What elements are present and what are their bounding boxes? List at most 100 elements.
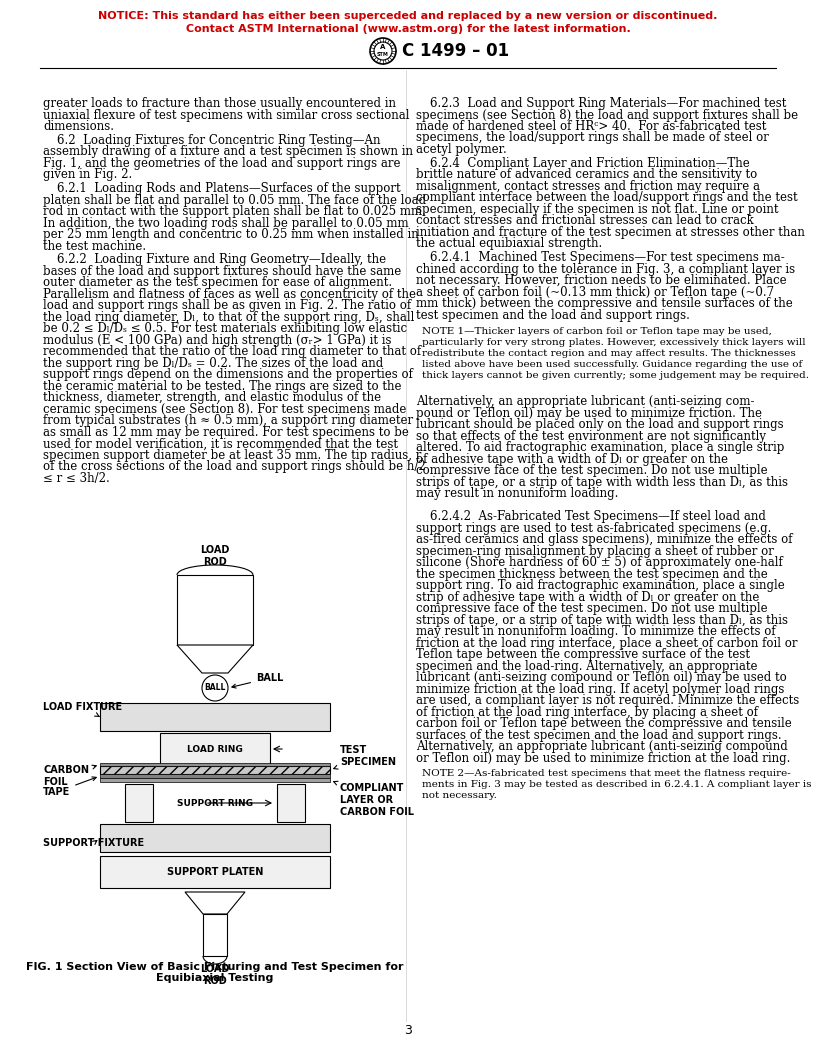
Text: 6.2.3  ​Load and Support Ring Materials—For machined test: 6.2.3 ​Load and Support Ring Materials—F… — [430, 97, 787, 110]
Text: friction at the load ring interface, place a sheet of carbon foil or: friction at the load ring interface, pla… — [416, 637, 797, 649]
Text: NOTICE: This standard has either been superceded and replaced by a new version o: NOTICE: This standard has either been su… — [98, 11, 718, 21]
Text: SUPPORT RING: SUPPORT RING — [177, 798, 253, 808]
Text: the ceramic material to be tested. The rings are sized to the: the ceramic material to be tested. The r… — [43, 380, 401, 393]
Text: CARBON
FOIL: CARBON FOIL — [43, 765, 96, 787]
Text: minimize friction at the load ring. If acetyl polymer load rings: minimize friction at the load ring. If a… — [416, 683, 784, 696]
Text: the specimen thickness between the test specimen and the: the specimen thickness between the test … — [416, 568, 768, 581]
Text: specimens (see Section 8) the load and support fixtures shall be: specimens (see Section 8) the load and s… — [416, 109, 798, 121]
Text: given in Fig. 2.: given in Fig. 2. — [43, 168, 132, 182]
Text: specimen and the load-ring. Alternatively, an appropriate: specimen and the load-ring. Alternativel… — [416, 660, 757, 673]
Text: used for model verification, it is recommended that the test: used for model verification, it is recom… — [43, 437, 398, 451]
Text: Contact ASTM International (www.astm.org) for the latest information.: Contact ASTM International (www.astm.org… — [185, 24, 631, 34]
Bar — [160, 733, 270, 765]
Text: C 1499 – 01: C 1499 – 01 — [402, 42, 509, 60]
Text: 6.2.4  ​Compliant Layer and Friction Elimination—The: 6.2.4 ​Compliant Layer and Friction Elim… — [430, 156, 750, 170]
Text: contact stresses and frictional stresses can lead to crack: contact stresses and frictional stresses… — [416, 214, 754, 227]
Text: TEST
SPECIMEN: TEST SPECIMEN — [334, 744, 396, 769]
Text: specimen-ring misalignment by placing a sheet of rubber or: specimen-ring misalignment by placing a … — [416, 545, 774, 558]
Text: Alternatively, an appropriate lubricant (anti-seizing com-: Alternatively, an appropriate lubricant … — [416, 395, 755, 409]
Text: altered. To aid fractographic examination, place a single strip: altered. To aid fractographic examinatio… — [416, 441, 784, 454]
Text: 3: 3 — [404, 1023, 412, 1037]
Text: SUPPORT PLATEN: SUPPORT PLATEN — [166, 867, 264, 876]
Text: pound or Teflon oil) may be used to minimize friction. The: pound or Teflon oil) may be used to mini… — [416, 407, 762, 420]
Text: so that effects of the test environment are not significantly: so that effects of the test environment … — [416, 430, 766, 442]
Text: dimensions.: dimensions. — [43, 120, 114, 133]
FancyBboxPatch shape — [177, 576, 253, 645]
Text: the load ring diameter, Dₗ, to that of the support ring, Dₛ, shall: the load ring diameter, Dₗ, to that of t… — [43, 310, 415, 324]
Bar — [100, 703, 330, 731]
Text: NOTE 1—Thicker layers of carbon foil or Teflon tape may be used,: NOTE 1—Thicker layers of carbon foil or … — [422, 327, 772, 336]
Text: silicone (Shore hardness of 60 ± 5) of approximately one-half: silicone (Shore hardness of 60 ± 5) of a… — [416, 557, 783, 569]
Bar — [277, 784, 305, 822]
Text: FIG. 1 Section View of Basic Fixturing and Test Specimen for: FIG. 1 Section View of Basic Fixturing a… — [26, 962, 404, 972]
Text: 6.2.4.1  ​Machined Test Specimens—For test specimens ma-: 6.2.4.1 ​Machined Test Specimens—For tes… — [430, 251, 785, 264]
Text: support rings are used to test as-fabricated specimens (e.g.: support rings are used to test as-fabric… — [416, 522, 771, 535]
Text: uniaxial flexure of test specimens with similar cross sectional: uniaxial flexure of test specimens with … — [43, 109, 410, 121]
Text: not necessary.: not necessary. — [422, 791, 497, 800]
Text: thickness, diameter, strength, and elastic modulus of the: thickness, diameter, strength, and elast… — [43, 392, 381, 404]
Text: BALL: BALL — [204, 683, 226, 693]
Text: SUPPORT FIXTURE: SUPPORT FIXTURE — [43, 838, 144, 848]
Text: LOAD RING: LOAD RING — [187, 744, 243, 754]
Text: 6.2.4.2  ​As-Fabricated Test Specimens—If steel load and: 6.2.4.2 ​As-Fabricated Test Specimens—If… — [430, 510, 766, 524]
Text: rod in contact with the support platen shall be flat to 0.025 mm.: rod in contact with the support platen s… — [43, 205, 426, 219]
Text: LOAD
ROD: LOAD ROD — [200, 545, 229, 567]
Text: platen shall be flat and parallel to 0.05 mm. The face of the load: platen shall be flat and parallel to 0.0… — [43, 193, 426, 207]
Bar — [100, 763, 330, 766]
Text: LOAD FIXTURE: LOAD FIXTURE — [43, 702, 122, 716]
Text: redistribute the contact region and may affect results. The thicknesses: redistribute the contact region and may … — [422, 348, 796, 358]
Bar — [203, 914, 227, 956]
Text: lubricant should be placed only on the load and support rings: lubricant should be placed only on the l… — [416, 418, 783, 432]
Text: made of hardened steel of HRᶜ> 40.  For as-fabricated test: made of hardened steel of HRᶜ> 40. For a… — [416, 120, 766, 133]
Text: strip of adhesive tape with a width of Dₗ or greater on the: strip of adhesive tape with a width of D… — [416, 591, 760, 604]
Text: compliant interface between the load/support rings and the test: compliant interface between the load/sup… — [416, 191, 797, 204]
Bar — [100, 774, 330, 778]
Text: modulus (E < 100 GPa) and high strength (σᵣ> 1 GPa) it is: modulus (E < 100 GPa) and high strength … — [43, 334, 392, 347]
Text: specimens, the load/support rings shall be made of steel or: specimens, the load/support rings shall … — [416, 132, 769, 145]
Text: specimen, especially if the specimen is not flat. Line or point: specimen, especially if the specimen is … — [416, 203, 778, 215]
Text: support rings depend on the dimensions and the properties of: support rings depend on the dimensions a… — [43, 369, 413, 381]
Text: mm thick) between the compressive and tensile surfaces of the: mm thick) between the compressive and te… — [416, 297, 793, 310]
Text: chined according to the tolerance in Fig. 3, a compliant layer is: chined according to the tolerance in Fig… — [416, 263, 795, 276]
Text: brittle nature of advanced ceramics and the sensitivity to: brittle nature of advanced ceramics and … — [416, 168, 757, 182]
Text: TAPE: TAPE — [43, 777, 96, 797]
Text: ments in Fig. 3 may be tested as described in 6.2.4.1. A compliant layer is: ments in Fig. 3 may be tested as describ… — [422, 780, 811, 789]
Text: a sheet of carbon foil (~0.13 mm thick) or Teflon tape (~0.7: a sheet of carbon foil (~0.13 mm thick) … — [416, 285, 774, 299]
Text: from typical substrates (h ≈ 0.5 mm), a support ring diameter: from typical substrates (h ≈ 0.5 mm), a … — [43, 414, 413, 428]
Bar — [125, 784, 153, 822]
Text: In addition, the two loading rods shall be parallel to 0.05 mm: In addition, the two loading rods shall … — [43, 216, 409, 229]
Text: Fig. 1, and the geometries of the load and support rings are: Fig. 1, and the geometries of the load a… — [43, 156, 401, 170]
Text: strips of tape, or a strip of tape with width less than Dₗ, as this: strips of tape, or a strip of tape with … — [416, 476, 788, 489]
Text: Alternatively, an appropriate lubricant (anti-seizing compound: Alternatively, an appropriate lubricant … — [416, 740, 787, 753]
Text: per 25 mm length and concentric to 0.25 mm when installed in: per 25 mm length and concentric to 0.25 … — [43, 228, 419, 241]
Text: may result in nonuniform loading. To minimize the effects of: may result in nonuniform loading. To min… — [416, 625, 776, 639]
Circle shape — [202, 675, 228, 701]
Text: as-fired ceramics and glass specimens), minimize the effects of: as-fired ceramics and glass specimens), … — [416, 533, 792, 546]
Text: 6.2.1  ​Loading Rods and Platens—Surfaces of the support: 6.2.1 ​Loading Rods and Platens—Surfaces… — [57, 182, 401, 195]
Text: specimen support diameter be at least 35 mm. The tip radius, r,: specimen support diameter be at least 35… — [43, 449, 424, 461]
Text: outer diameter as the test specimen for ease of alignment.: outer diameter as the test specimen for … — [43, 277, 392, 289]
Text: Teflon tape between the compressive surface of the test: Teflon tape between the compressive surf… — [416, 648, 750, 661]
Text: be 0.2 ≤ Dₗ/Dₛ ≤ 0.5. For test materials exhibiting low elastic: be 0.2 ≤ Dₗ/Dₛ ≤ 0.5. For test materials… — [43, 322, 407, 336]
Text: support ring. To aid fractographic examination, place a single: support ring. To aid fractographic exami… — [416, 580, 785, 592]
Text: acetyl polymer.: acetyl polymer. — [416, 143, 507, 156]
Text: Equibiaxial Testing: Equibiaxial Testing — [157, 973, 273, 983]
Text: of the cross sections of the load and support rings should be h/2: of the cross sections of the load and su… — [43, 460, 426, 473]
Text: STM: STM — [377, 52, 389, 57]
Text: load and support rings shall be as given in Fig. 2. The ratio of: load and support rings shall be as given… — [43, 300, 411, 313]
Bar — [100, 778, 330, 782]
Bar — [100, 766, 330, 774]
Text: initiation and fracture of the test specimen at stresses other than: initiation and fracture of the test spec… — [416, 226, 805, 239]
Text: of adhesive tape with a width of Dₗ or greater on the: of adhesive tape with a width of Dₗ or g… — [416, 453, 728, 466]
Text: bases of the load and support fixtures should have the same: bases of the load and support fixtures s… — [43, 265, 401, 278]
Text: compressive face of the test specimen. Do not use multiple: compressive face of the test specimen. D… — [416, 465, 768, 477]
Text: the support ring be Dₗ/Dₛ = 0.2. The sizes of the load and: the support ring be Dₗ/Dₛ = 0.2. The siz… — [43, 357, 384, 370]
Text: greater loads to fracture than those usually encountered in: greater loads to fracture than those usu… — [43, 97, 396, 110]
Polygon shape — [185, 892, 245, 914]
Text: as small as 12 mm may be required. For test specimens to be: as small as 12 mm may be required. For t… — [43, 426, 409, 439]
Text: misalignment, contact stresses and friction may require a: misalignment, contact stresses and frict… — [416, 180, 760, 193]
Bar — [100, 856, 330, 888]
Text: thick layers cannot be given currently; some judgement may be required.: thick layers cannot be given currently; … — [422, 371, 809, 380]
Text: the actual equibiaxial strength.: the actual equibiaxial strength. — [416, 238, 602, 250]
Text: carbon foil or Teflon tape between the compressive and tensile: carbon foil or Teflon tape between the c… — [416, 717, 792, 731]
